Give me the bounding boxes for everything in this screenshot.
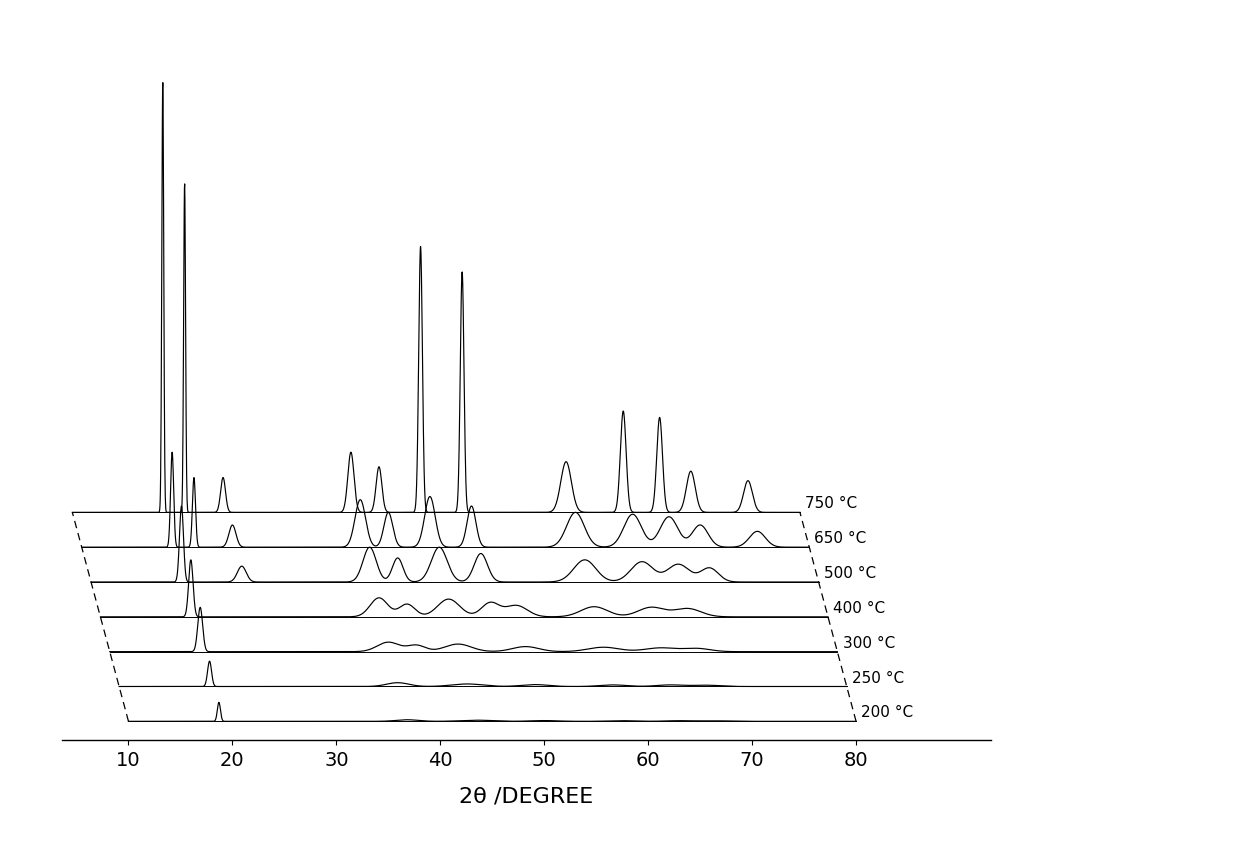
Text: 250 °C: 250 °C — [852, 670, 904, 684]
Text: 750 °C: 750 °C — [805, 496, 857, 511]
Text: 650 °C: 650 °C — [814, 530, 867, 546]
X-axis label: 2θ /DEGREE: 2θ /DEGREE — [460, 786, 593, 806]
Text: 300 °C: 300 °C — [843, 635, 895, 650]
Text: 200 °C: 200 °C — [861, 704, 913, 720]
Text: 400 °C: 400 °C — [833, 600, 886, 616]
Text: 500 °C: 500 °C — [824, 566, 876, 580]
